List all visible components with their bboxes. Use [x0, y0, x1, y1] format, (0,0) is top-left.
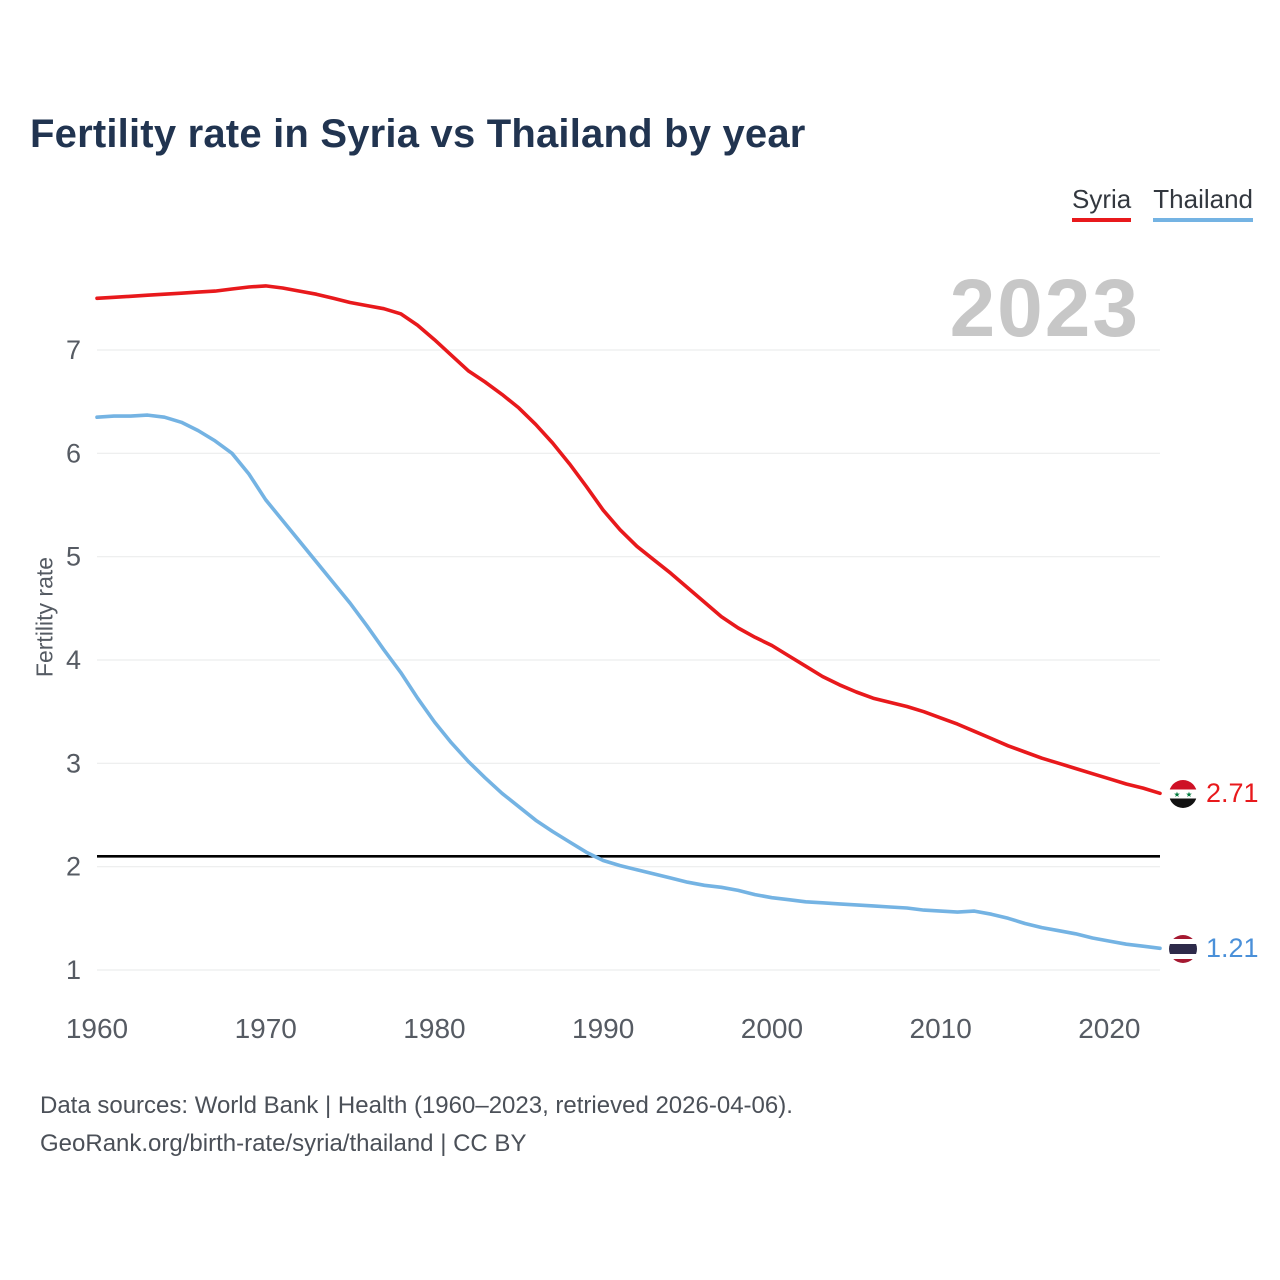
- x-tick-label: 1980: [403, 1013, 465, 1044]
- end-label-thailand: 1.21: [1168, 933, 1259, 964]
- end-label-syria: ★ ★ 2.71: [1168, 778, 1259, 809]
- page-title: Fertility rate in Syria vs Thailand by y…: [30, 112, 806, 156]
- y-tick-label: 7: [66, 335, 81, 365]
- end-value-syria: 2.71: [1206, 778, 1259, 809]
- thailand-flag-icon: [1169, 934, 1197, 963]
- x-tick-label: 1970: [235, 1013, 297, 1044]
- y-tick-label: 2: [66, 852, 81, 882]
- svg-text:★: ★: [1174, 790, 1181, 799]
- y-tick-label: 3: [66, 748, 81, 778]
- y-tick-label: 1: [66, 955, 81, 985]
- legend: Syria Thailand: [1072, 184, 1253, 222]
- svg-text:★: ★: [1186, 790, 1193, 799]
- footer: Data sources: World Bank | Health (1960–…: [40, 1087, 793, 1163]
- x-tick-label: 2000: [741, 1013, 803, 1044]
- footer-sources-line: Data sources: World Bank | Health (1960–…: [40, 1092, 793, 1119]
- footer-attribution-line: GeoRank.org/birth-rate/syria/thailand | …: [40, 1130, 527, 1157]
- y-tick-label: 4: [66, 645, 81, 675]
- legend-item-syria[interactable]: Syria: [1072, 184, 1132, 222]
- syria-flag-icon: ★ ★: [1169, 779, 1197, 808]
- x-tick-label: 1960: [66, 1013, 128, 1044]
- y-tick-label: 5: [66, 542, 81, 572]
- legend-item-thailand[interactable]: Thailand: [1153, 184, 1253, 222]
- end-value-thailand: 1.21: [1206, 933, 1259, 964]
- y-tick-label: 6: [66, 438, 81, 468]
- watermark-year: 2023: [949, 263, 1140, 354]
- series-line-thailand: [95, 413, 1162, 951]
- x-tick-label: 2020: [1078, 1013, 1140, 1044]
- series-line-syria: [95, 284, 1162, 796]
- x-tick-label: 1990: [572, 1013, 634, 1044]
- x-tick-label: 2010: [910, 1013, 972, 1044]
